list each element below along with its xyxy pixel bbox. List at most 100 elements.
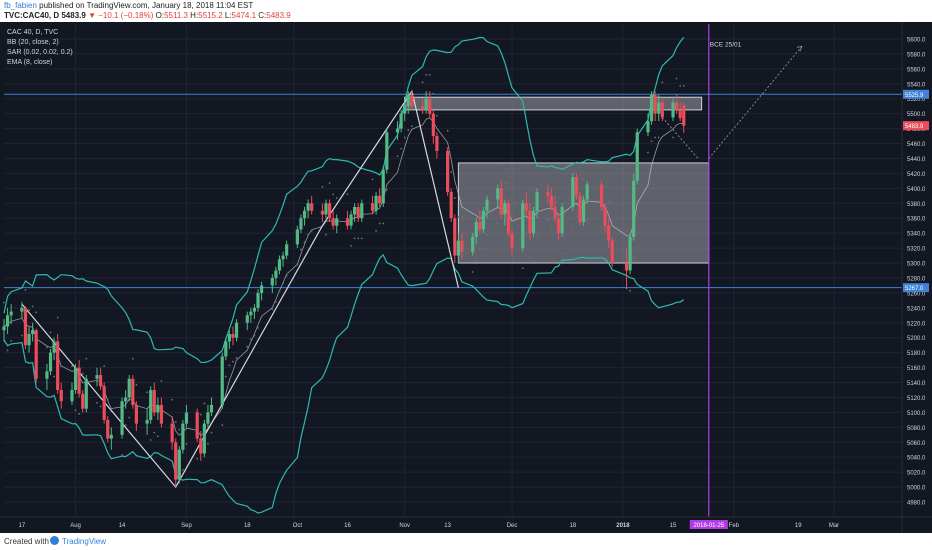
candle-body[interactable] xyxy=(245,315,249,323)
candle-body[interactable] xyxy=(560,207,564,234)
candle-body[interactable] xyxy=(45,371,49,379)
candle-body[interactable] xyxy=(549,195,553,208)
candle-body[interactable] xyxy=(27,333,31,346)
candle-body[interactable] xyxy=(81,393,85,409)
candle-body[interactable] xyxy=(5,315,10,327)
candle-body[interactable] xyxy=(653,94,657,114)
candle-body[interactable] xyxy=(149,390,153,420)
author-link[interactable]: fb_fabien xyxy=(4,1,37,10)
candle-body[interactable] xyxy=(335,218,339,226)
candle-body[interactable] xyxy=(385,132,389,170)
candle-body[interactable] xyxy=(310,203,314,211)
candle-body[interactable] xyxy=(106,419,110,439)
candle-body[interactable] xyxy=(646,121,650,133)
candle-body[interactable] xyxy=(170,423,174,443)
candle-body[interactable] xyxy=(624,263,629,271)
candle-body[interactable] xyxy=(206,412,210,424)
candle-body[interactable] xyxy=(581,199,586,222)
candle-body[interactable] xyxy=(220,356,224,405)
candle-body[interactable] xyxy=(274,270,278,278)
candle-body[interactable] xyxy=(56,341,60,391)
candle-body[interactable] xyxy=(521,203,525,249)
candle-body[interactable] xyxy=(252,307,257,312)
range-rectangle[interactable] xyxy=(404,96,703,111)
candle-body[interactable] xyxy=(234,322,239,338)
candle-body[interactable] xyxy=(571,177,575,208)
candle-body[interactable] xyxy=(209,404,214,413)
candle-body[interactable] xyxy=(610,240,614,264)
candle-body[interactable] xyxy=(649,94,654,122)
candle-body[interactable] xyxy=(420,106,425,110)
candle-body[interactable] xyxy=(256,292,260,308)
candle-body[interactable] xyxy=(270,277,274,286)
candle-body[interactable] xyxy=(599,184,604,208)
candle-body[interactable] xyxy=(102,386,106,420)
candle-body[interactable] xyxy=(52,341,56,353)
projection-line-down[interactable] xyxy=(661,117,699,159)
candle-body[interactable] xyxy=(378,195,382,204)
candle-body[interactable] xyxy=(682,105,686,126)
candle-body[interactable] xyxy=(174,442,178,480)
candle-body[interactable] xyxy=(120,401,124,435)
candle-body[interactable] xyxy=(374,195,378,211)
candle-body[interactable] xyxy=(424,98,428,110)
candle-body[interactable] xyxy=(453,218,457,256)
candle-body[interactable] xyxy=(528,210,532,234)
candle-body[interactable] xyxy=(249,311,253,316)
candle-body[interactable] xyxy=(524,203,528,211)
candle-body[interactable] xyxy=(202,423,206,454)
candle-body[interactable] xyxy=(403,106,407,114)
candle-body[interactable] xyxy=(399,113,403,129)
candle-body[interactable] xyxy=(231,333,235,338)
candle-body[interactable] xyxy=(184,412,189,424)
candle-body[interactable] xyxy=(456,240,460,256)
candle-body[interactable] xyxy=(406,94,410,107)
candle-body[interactable] xyxy=(302,210,307,219)
candle-body[interactable] xyxy=(259,285,264,293)
candle-body[interactable] xyxy=(628,236,632,271)
candle-body[interactable] xyxy=(227,333,231,342)
legend-bollinger[interactable]: BB (20, close, 2) xyxy=(7,39,59,46)
candle-body[interactable] xyxy=(607,225,611,241)
candle-body[interactable] xyxy=(109,434,113,439)
candle-body[interactable] xyxy=(546,192,550,196)
candle-body[interactable] xyxy=(428,98,432,114)
candle-body[interactable] xyxy=(585,184,589,200)
candle-body[interactable] xyxy=(531,210,536,234)
candle-body[interactable] xyxy=(20,307,24,312)
candle-body[interactable] xyxy=(503,203,507,215)
chart-area[interactable]: BCE 25/01 4980.0 5000.0 5020.0 5040.0 5060.0 5… xyxy=(0,22,932,533)
candle-body[interactable] xyxy=(410,94,414,107)
candle-body[interactable] xyxy=(195,412,199,439)
candle-body[interactable] xyxy=(2,326,6,331)
candle-body[interactable] xyxy=(370,203,375,211)
candle-body[interactable] xyxy=(678,109,682,119)
candle-body[interactable] xyxy=(299,218,303,230)
legend-sar[interactable]: SAR (0.02, 0.02, 0.2) xyxy=(7,49,73,56)
candle-body[interactable] xyxy=(95,375,99,379)
candle-body[interactable] xyxy=(506,203,511,234)
candle-body[interactable] xyxy=(77,367,81,394)
candle-body[interactable] xyxy=(285,244,289,256)
candle-body[interactable] xyxy=(657,102,661,114)
candle-body[interactable] xyxy=(9,311,13,316)
candle-body[interactable] xyxy=(134,404,138,424)
candle-body[interactable] xyxy=(431,113,435,137)
candle-body[interactable] xyxy=(306,203,310,211)
candle-body[interactable] xyxy=(574,177,579,196)
candle-body[interactable] xyxy=(485,199,489,211)
candle-body[interactable] xyxy=(395,128,400,133)
candle-body[interactable] xyxy=(345,218,350,226)
candle-body[interactable] xyxy=(320,210,325,215)
candle-body[interactable] xyxy=(331,218,335,226)
candle-body[interactable] xyxy=(131,378,135,405)
candle-body[interactable] xyxy=(98,375,103,387)
candle-body[interactable] xyxy=(145,419,149,424)
candle-body[interactable] xyxy=(578,195,582,222)
candle-body[interactable] xyxy=(349,214,353,226)
candle-body[interactable] xyxy=(31,330,35,334)
candle-body[interactable] xyxy=(471,236,475,252)
candle-body[interactable] xyxy=(224,341,228,357)
candle-body[interactable] xyxy=(356,207,360,219)
wave-trendline[interactable] xyxy=(21,89,459,489)
